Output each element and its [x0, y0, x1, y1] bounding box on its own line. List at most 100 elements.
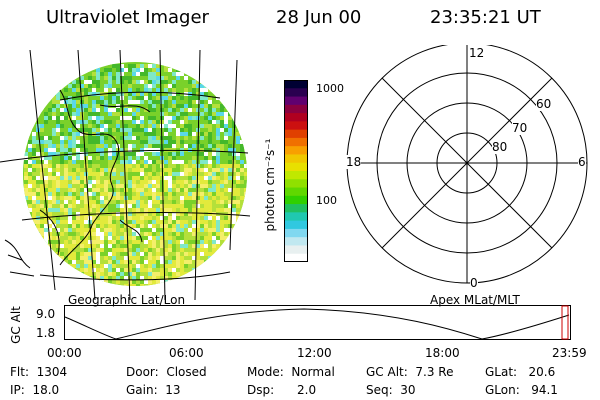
- image-pixel: [220, 168, 224, 172]
- status-gain: Gain: 13: [126, 383, 181, 397]
- image-pixel: [180, 108, 184, 112]
- image-pixel: [76, 220, 80, 224]
- image-pixel: [72, 132, 76, 136]
- image-pixel: [176, 172, 180, 176]
- image-pixel: [176, 184, 180, 188]
- image-pixel: [72, 264, 76, 268]
- image-pixel: [152, 144, 156, 148]
- image-pixel: [224, 112, 228, 116]
- image-pixel: [64, 108, 68, 112]
- altitude-frame: [64, 305, 571, 340]
- image-pixel: [116, 252, 120, 256]
- image-pixel: [132, 220, 136, 224]
- image-pixel: [192, 148, 196, 152]
- image-pixel: [92, 248, 96, 252]
- image-pixel: [40, 176, 44, 180]
- image-pixel: [184, 156, 188, 160]
- image-pixel: [228, 216, 232, 220]
- image-pixel: [200, 104, 204, 108]
- image-pixel: [68, 144, 72, 148]
- image-pixel: [72, 200, 76, 204]
- image-pixel: [28, 192, 32, 196]
- image-pixel: [80, 120, 84, 124]
- image-pixel: [28, 184, 32, 188]
- image-pixel: [32, 188, 36, 192]
- image-pixel: [192, 128, 196, 132]
- image-pixel: [120, 176, 124, 180]
- image-pixel: [96, 268, 100, 272]
- image-pixel: [100, 256, 104, 260]
- colorbar-tick-1000: 1000: [316, 82, 344, 95]
- image-pixel: [184, 80, 188, 84]
- image-pixel: [148, 228, 152, 232]
- image-pixel: [80, 116, 84, 120]
- image-pixel: [60, 196, 64, 200]
- image-pixel: [116, 176, 120, 180]
- image-pixel: [128, 120, 132, 124]
- image-pixel: [156, 200, 160, 204]
- image-pixel: [168, 272, 172, 276]
- image-pixel: [188, 224, 192, 228]
- image-pixel: [104, 160, 108, 164]
- image-pixel: [104, 176, 108, 180]
- image-pixel: [108, 192, 112, 196]
- colorbar-band: [284, 187, 308, 197]
- image-pixel: [104, 228, 108, 232]
- image-pixel: [136, 260, 140, 264]
- image-pixel: [172, 152, 176, 156]
- image-pixel: [60, 160, 64, 164]
- image-pixel: [76, 196, 80, 200]
- image-pixel: [108, 236, 112, 240]
- image-pixel: [28, 200, 32, 204]
- image-pixel: [128, 148, 132, 152]
- image-pixel: [216, 108, 220, 112]
- image-pixel: [140, 192, 144, 196]
- image-pixel: [152, 176, 156, 180]
- image-pixel: [160, 208, 164, 212]
- image-pixel: [216, 184, 220, 188]
- colorbar-band: [284, 88, 308, 98]
- image-pixel: [128, 172, 132, 176]
- image-pixel: [156, 232, 160, 236]
- image-pixel: [164, 128, 168, 132]
- image-pixel: [212, 140, 216, 144]
- image-pixel: [160, 204, 164, 208]
- image-pixel: [128, 68, 132, 72]
- image-pixel: [164, 124, 168, 128]
- image-pixel: [32, 196, 36, 200]
- image-pixel: [144, 116, 148, 120]
- image-pixel: [36, 132, 40, 136]
- image-pixel: [112, 220, 116, 224]
- image-pixel: [192, 140, 196, 144]
- image-pixel: [124, 140, 128, 144]
- image-pixel: [164, 252, 168, 256]
- image-pixel: [72, 172, 76, 176]
- image-pixel: [96, 248, 100, 252]
- image-pixel: [76, 236, 80, 240]
- image-pixel: [36, 212, 40, 216]
- image-pixel: [156, 212, 160, 216]
- image-pixel: [60, 116, 64, 120]
- image-pixel: [84, 180, 88, 184]
- image-pixel: [180, 80, 184, 84]
- image-pixel: [236, 216, 240, 220]
- image-pixel: [132, 96, 136, 100]
- image-pixel: [196, 264, 200, 268]
- image-pixel: [120, 128, 124, 132]
- image-pixel: [68, 132, 72, 136]
- image-pixel: [128, 244, 132, 248]
- image-pixel: [176, 72, 180, 76]
- image-pixel: [136, 124, 140, 128]
- image-pixel: [52, 100, 56, 104]
- image-pixel: [208, 184, 212, 188]
- image-pixel: [68, 88, 72, 92]
- image-pixel: [112, 224, 116, 228]
- image-pixel: [108, 108, 112, 112]
- image-pixel: [180, 204, 184, 208]
- image-pixel: [92, 184, 96, 188]
- image-pixel: [64, 104, 68, 108]
- status-mode: Mode: Normal: [247, 365, 335, 379]
- image-pixel: [168, 116, 172, 120]
- image-pixel: [172, 244, 176, 248]
- image-pixel: [228, 136, 232, 140]
